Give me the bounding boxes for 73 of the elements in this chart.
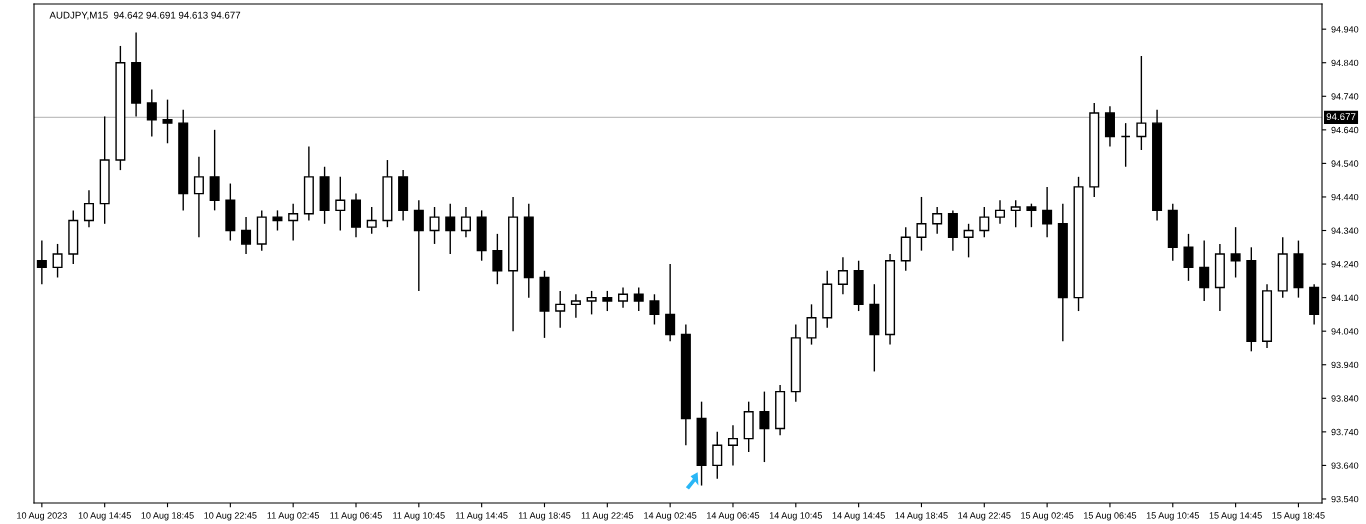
y-tick-label: 94.040	[1331, 328, 1359, 335]
candlestick	[570, 293, 581, 319]
candlestick	[193, 155, 204, 238]
x-tick-label: 14 Aug 02:45	[644, 512, 697, 521]
candlestick	[994, 199, 1006, 225]
y-tick-label: 93.740	[1331, 428, 1359, 436]
candlestick	[241, 216, 252, 255]
x-tick-label: 10 Aug 14:45	[78, 512, 131, 521]
y-tick-label: 94.240	[1331, 261, 1359, 268]
x-tick-label: 15 Aug 14:45	[1209, 512, 1262, 521]
candlestick	[99, 115, 110, 225]
x-tick-label: 11 Aug 10:45	[393, 512, 445, 521]
candlestick	[618, 286, 629, 309]
text: AUDJPY,M15 94.642 94.691 94.613 94.677	[49, 11, 241, 20]
candlestick	[460, 206, 471, 238]
x-tick-label: 14 Aug 06:45	[707, 512, 760, 521]
y-tick-label: 94.940	[1331, 26, 1359, 33]
candlestick	[665, 263, 676, 342]
candlestick	[759, 390, 770, 463]
candlestick	[727, 424, 738, 467]
y-tick-label: 93.640	[1331, 462, 1359, 469]
candlestick	[83, 189, 94, 228]
candlestick	[1104, 105, 1115, 148]
candlestick	[775, 384, 786, 436]
y-tick-label: 94.140	[1331, 294, 1359, 301]
x-tick-label: 14 Aug 18:45	[895, 512, 948, 521]
candlestick	[1214, 243, 1225, 312]
x-tick-label: 11 Aug 22:45	[581, 512, 634, 521]
candlestick	[1309, 283, 1320, 326]
candlestick	[162, 98, 173, 144]
candlestick	[885, 253, 896, 346]
candlestick	[131, 31, 142, 118]
x-tick-label: 14 Aug 14:45	[832, 512, 885, 521]
candlestick	[680, 323, 691, 446]
x-tick-label: 11 Aug 06:45	[330, 512, 382, 521]
candlestick	[932, 206, 943, 235]
x-tick-label: 10 Aug 2023	[17, 512, 67, 521]
candlestick	[335, 176, 346, 232]
y-tick-label: 93.840	[1331, 395, 1359, 402]
x-tick-label: 15 Aug 06:45	[1084, 512, 1137, 521]
y-tick-label: 94.840	[1331, 59, 1359, 67]
x-tick-label: 11 Aug 18:45	[518, 512, 571, 521]
candlestick	[947, 209, 958, 252]
candlestick	[837, 256, 848, 295]
candlestick	[869, 283, 880, 373]
candlestick	[350, 192, 362, 238]
candlestick	[1042, 186, 1053, 238]
x-tick-label: 10 Aug 22:45	[204, 512, 257, 521]
y-tick-label: 94.340	[1331, 227, 1359, 234]
x-tick-label: 15 Aug 18:45	[1272, 512, 1325, 521]
y-tick-label: 94.540	[1331, 160, 1359, 167]
y-tick-label: 94.440	[1331, 193, 1359, 201]
x-tick-label: 11 Aug 14:45	[456, 512, 508, 521]
x-tick-label: 14 Aug 10:45	[769, 512, 823, 521]
x-tick-label: 11 Aug 02:45	[267, 512, 320, 521]
candlestick	[36, 239, 47, 285]
candlestick	[288, 202, 299, 242]
x-tick-label: 15 Aug 10:45	[1146, 512, 1200, 521]
x-tick-label: 15 Aug 02:45	[1021, 512, 1074, 521]
candlestick	[413, 199, 424, 292]
candlestick	[1057, 202, 1068, 342]
y-tick-label: 94.740	[1331, 93, 1359, 100]
y-tick-label: 94.640	[1331, 126, 1359, 134]
y-tick-label: 93.940	[1331, 361, 1359, 369]
candlestick	[508, 196, 519, 332]
candlestick	[1262, 283, 1273, 349]
candlestick	[1152, 109, 1163, 222]
candlestick	[398, 169, 409, 222]
x-tick-label: 14 Aug 22:45	[958, 512, 1011, 521]
y-tick-label: 93.540	[1331, 495, 1359, 503]
x-tick-label: 10 Aug 18:45	[141, 512, 194, 521]
ref-line-label: 94.677	[1326, 113, 1356, 121]
candlestick	[303, 145, 314, 222]
